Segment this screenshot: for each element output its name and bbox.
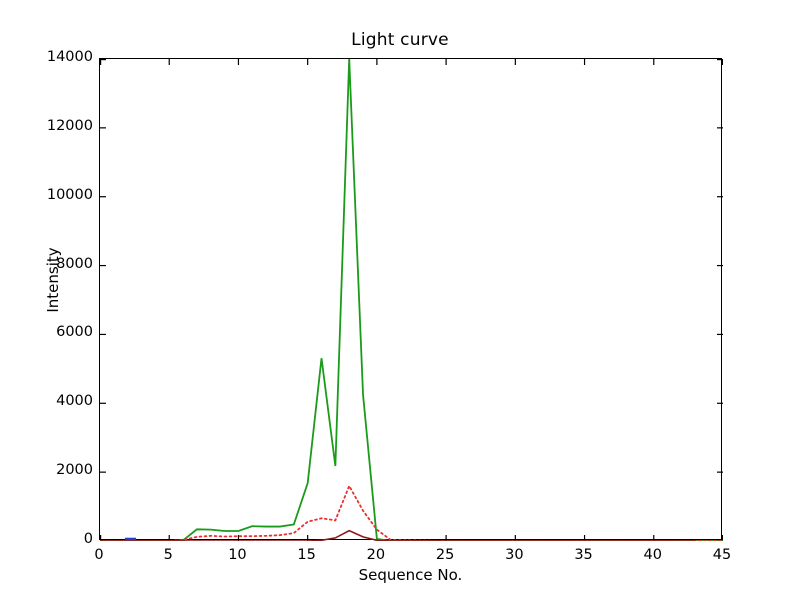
x-tick-label: 5 (163, 547, 173, 563)
x-tick-label: 30 (505, 547, 524, 563)
y-tick-label: 10000 (46, 186, 93, 203)
series-red-dotted-curve (100, 483, 723, 541)
series-dark-red-baseline (100, 529, 696, 541)
x-tick-label: 15 (297, 547, 316, 563)
y-tick-label: 6000 (56, 324, 93, 341)
x-tick-label: 0 (94, 547, 104, 563)
y-tick-label: 0 (83, 531, 93, 547)
x-axis-label: Sequence No. (358, 566, 463, 584)
x-tick-label: 10 (228, 547, 247, 563)
y-tick-label: 2000 (56, 462, 93, 479)
x-tick-label: 35 (574, 547, 593, 563)
y-tick-label: 14000 (46, 49, 93, 65)
x-tick-label: 40 (643, 547, 662, 563)
plot-svg (100, 59, 723, 541)
x-tick-label: 20 (366, 547, 386, 563)
x-tick-label: 25 (435, 547, 455, 563)
x-tick-label-group: 0 5 10 15 20 25 30 35 40 45 (94, 547, 731, 569)
y-tick-label: 4000 (56, 393, 93, 410)
y-tick-label: 12000 (46, 117, 93, 134)
y-tick-label: 8000 (56, 255, 93, 272)
plot-area (99, 58, 723, 541)
chart-title: Light curve (351, 30, 449, 50)
series-green-curve (100, 59, 723, 541)
y-tick-label-group: 0 2000 4000 6000 8000 10000 12000 14000 (0, 49, 93, 547)
x-tick-label: 45 (712, 547, 732, 563)
